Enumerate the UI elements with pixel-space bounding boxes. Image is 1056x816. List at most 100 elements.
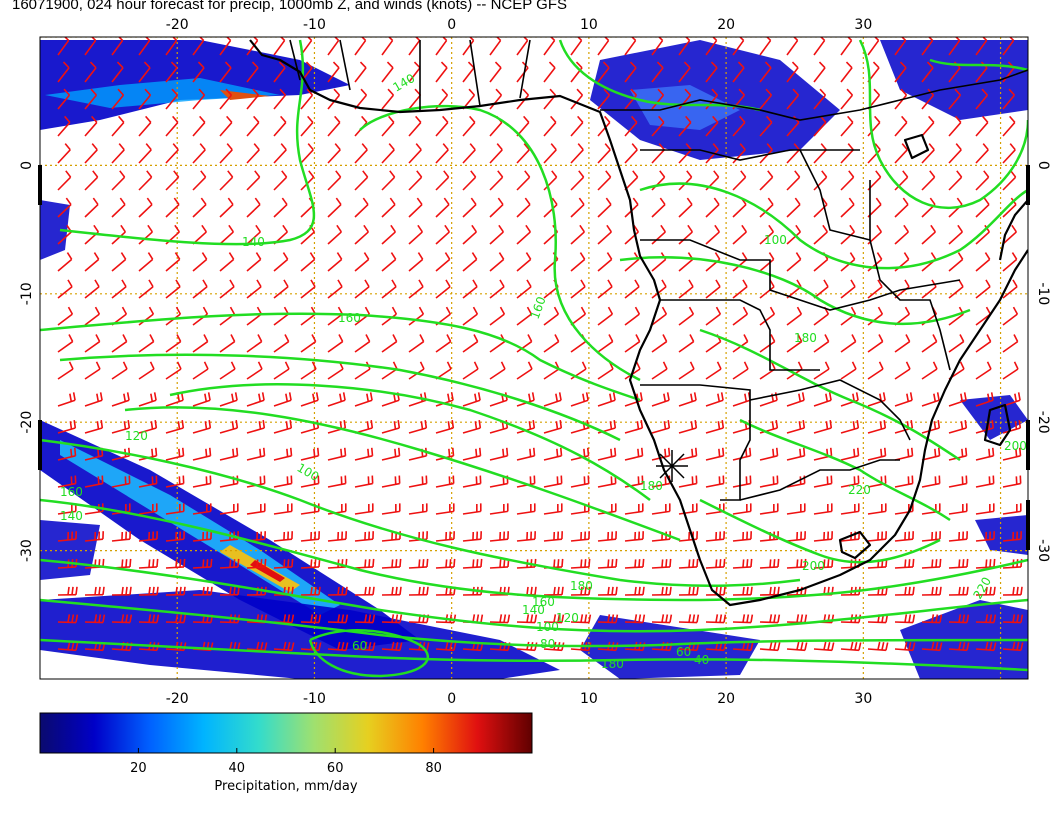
wind-barb-feather xyxy=(305,61,313,69)
wind-barb xyxy=(732,648,752,652)
lake-victoria xyxy=(903,133,930,160)
wind-barb-feather xyxy=(584,614,588,623)
wind-barb xyxy=(948,621,968,624)
wind-barb xyxy=(597,482,616,488)
wind-barb-feather xyxy=(982,143,989,151)
wind-barb-feather xyxy=(712,143,719,151)
wind-barb-feather xyxy=(958,641,962,650)
wind-barb xyxy=(732,566,752,569)
wind-barb xyxy=(840,510,859,515)
wind-barb-feather xyxy=(121,586,124,595)
wind-barb xyxy=(354,176,369,191)
wind-barb xyxy=(732,149,746,164)
wind-barb-feather xyxy=(70,448,73,457)
wind-barb-feather xyxy=(927,37,934,42)
colorbar-tick-label: 20 xyxy=(130,761,147,776)
wind-barb xyxy=(246,258,262,272)
wind-barb xyxy=(759,313,775,326)
wind-barb-feather xyxy=(993,586,996,595)
wind-barb xyxy=(894,538,913,542)
wind-barb-feather xyxy=(611,559,614,568)
wind-barb-feather xyxy=(526,279,532,288)
wind-barb xyxy=(462,538,481,542)
wind-barb-feather xyxy=(607,306,614,315)
wind-barb xyxy=(462,203,477,218)
wind-barb-feather xyxy=(694,447,698,456)
wind-barb-feather xyxy=(399,614,403,623)
wind-barb-feather xyxy=(497,197,504,206)
wind-barb xyxy=(165,368,182,380)
wind-barb xyxy=(570,427,589,434)
wind-barb-feather xyxy=(366,421,370,430)
wind-barb-feather xyxy=(208,447,212,456)
wind-barb xyxy=(732,313,748,326)
wind-barb-feather xyxy=(118,143,125,151)
wind-barb-feather xyxy=(956,197,963,206)
wind-barb xyxy=(948,340,965,353)
wind-barb-feather xyxy=(282,224,289,233)
wind-barb xyxy=(570,149,584,164)
wind-barb-feather xyxy=(480,614,484,623)
wind-barb-feather xyxy=(67,641,71,650)
wind-barb xyxy=(570,368,587,380)
wind-barb xyxy=(813,566,833,569)
wind-barb-feather xyxy=(372,558,375,568)
wind-barb xyxy=(948,39,961,56)
wind-barb-feather xyxy=(254,170,261,178)
wind-barb-feather xyxy=(306,88,314,96)
wind-barb-feather xyxy=(845,61,853,69)
wind-barb-feather xyxy=(237,586,240,595)
wind-barb-feather xyxy=(902,170,909,178)
wind-barb-feather xyxy=(395,642,399,651)
wind-barb-feather xyxy=(205,448,208,457)
wind-barb xyxy=(786,566,806,569)
wind-barb-feather xyxy=(202,586,205,595)
wind-barb-feather xyxy=(235,447,239,456)
wind-barb-feather xyxy=(90,88,98,96)
wind-barb-feather xyxy=(342,392,346,401)
wind-barb xyxy=(165,455,184,461)
wind-barb-feather xyxy=(469,143,476,151)
wind-barb xyxy=(678,340,695,353)
wind-barb xyxy=(651,510,670,515)
wind-barb-feather xyxy=(549,88,557,96)
wind-barb-feather xyxy=(372,642,376,651)
wind-barb xyxy=(57,231,72,245)
wind-barb-feather xyxy=(231,393,235,402)
wind-barb xyxy=(219,455,238,461)
wind-barb xyxy=(921,231,936,245)
wind-barb-feather xyxy=(175,614,179,623)
wind-barb-feather xyxy=(775,447,779,456)
wind-barb xyxy=(597,648,617,652)
wind-barb xyxy=(327,286,343,299)
madagascar xyxy=(983,403,1012,447)
wind-barb-feather xyxy=(765,88,773,96)
wind-barb xyxy=(84,538,103,542)
wind-barb-feather xyxy=(528,421,532,430)
wind-barb-feather xyxy=(557,614,561,623)
wind-barb xyxy=(246,566,266,569)
wind-barb xyxy=(786,149,800,164)
wind-barb xyxy=(624,121,638,137)
wind-barb-feather xyxy=(716,361,722,370)
wind-barb-feather xyxy=(372,586,375,595)
wind-barb-feather xyxy=(523,143,530,151)
wind-barb-feather xyxy=(370,420,374,429)
wind-barb-feather xyxy=(477,392,481,401)
wind-barb xyxy=(408,67,421,83)
wind-barb-feather xyxy=(586,447,590,456)
wind-barb-feather xyxy=(314,559,317,568)
wind-barb-feather xyxy=(175,586,178,595)
wind-barb xyxy=(651,538,670,542)
wind-barb-feather xyxy=(848,197,855,206)
wind-barb-feather xyxy=(745,448,748,457)
wind-barb-feather xyxy=(314,586,317,595)
wind-barb xyxy=(435,566,455,569)
wind-barb xyxy=(219,340,236,353)
wind-barb-feather xyxy=(476,559,479,568)
wind-barb xyxy=(300,94,314,110)
wind-barb-feather xyxy=(391,559,394,568)
wind-barb xyxy=(111,203,126,218)
wind-barb-feather xyxy=(935,586,938,595)
wind-barb-feather xyxy=(717,393,721,402)
